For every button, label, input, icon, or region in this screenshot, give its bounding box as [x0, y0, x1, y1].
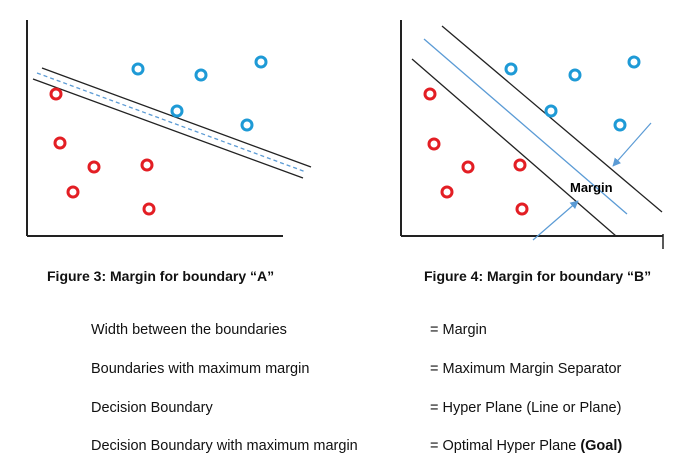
figure-a-upper-boundary [41, 67, 312, 168]
definition-value: = Maximum Margin Separator [430, 361, 622, 377]
red-class-point [53, 136, 67, 150]
figure-a-caption: Figure 3: Margin for boundary “A” [47, 268, 275, 284]
definition-term: Width between the boundaries [91, 322, 287, 338]
blue-class-point [613, 118, 627, 132]
red-class-point [87, 160, 101, 174]
red-class-point [66, 185, 80, 199]
figure-a-lower-boundary [32, 78, 304, 179]
figure-b: Margin [400, 20, 664, 249]
definition-value: = Hyper Plane (Line or Plane) [430, 400, 622, 416]
figure-a [26, 20, 312, 237]
figure-b-margin-arrow-lower [532, 200, 579, 241]
blue-class-point [131, 62, 145, 76]
figure-b-caption: Figure 4: Margin for boundary “B” [424, 268, 652, 284]
red-class-point [515, 202, 529, 216]
definition-term: Decision Boundary [91, 400, 213, 416]
blue-class-point [170, 104, 184, 118]
red-class-point [461, 160, 475, 174]
red-class-point [427, 137, 441, 151]
red-class-point [423, 87, 437, 101]
definition-row: Decision Boundary with maximum margin = … [0, 438, 696, 460]
definition-term: Boundaries with maximum margin [91, 361, 310, 377]
figure-a-points [49, 55, 268, 216]
goal-emphasis: (Goal) [580, 438, 623, 454]
blue-class-point [568, 68, 582, 82]
red-class-point [140, 158, 154, 172]
definition-value: = Margin [430, 322, 487, 338]
figure-b-lower-boundary [411, 58, 617, 237]
figure-b-decision-line [423, 38, 628, 215]
figure-b-margin-label: Margin [570, 180, 613, 195]
red-class-point [440, 185, 454, 199]
red-class-point [513, 158, 527, 172]
definition-row: Decision Boundary = Hyper Plane (Line or… [0, 400, 696, 422]
red-class-point [142, 202, 156, 216]
blue-class-point [254, 55, 268, 69]
definition-row: Boundaries with maximum margin = Maximum… [0, 361, 696, 383]
blue-class-point [627, 55, 641, 69]
blue-class-point [504, 62, 518, 76]
definition-value: = Optimal Hyper Plane (Goal) [430, 438, 622, 454]
red-class-point [49, 87, 63, 101]
figure-a-decision-line [36, 72, 307, 173]
figure-b-margin-arrow-upper [612, 122, 652, 167]
blue-class-point [194, 68, 208, 82]
blue-class-point [240, 118, 254, 132]
figure-b-upper-boundary [441, 25, 663, 213]
definition-row: Width between the boundaries = Margin [0, 322, 696, 344]
definition-value-text: = Optimal Hyper Plane [430, 438, 581, 454]
definition-term: Decision Boundary with maximum margin [91, 438, 358, 454]
figure-b-points [423, 55, 641, 216]
blue-class-point [544, 104, 558, 118]
